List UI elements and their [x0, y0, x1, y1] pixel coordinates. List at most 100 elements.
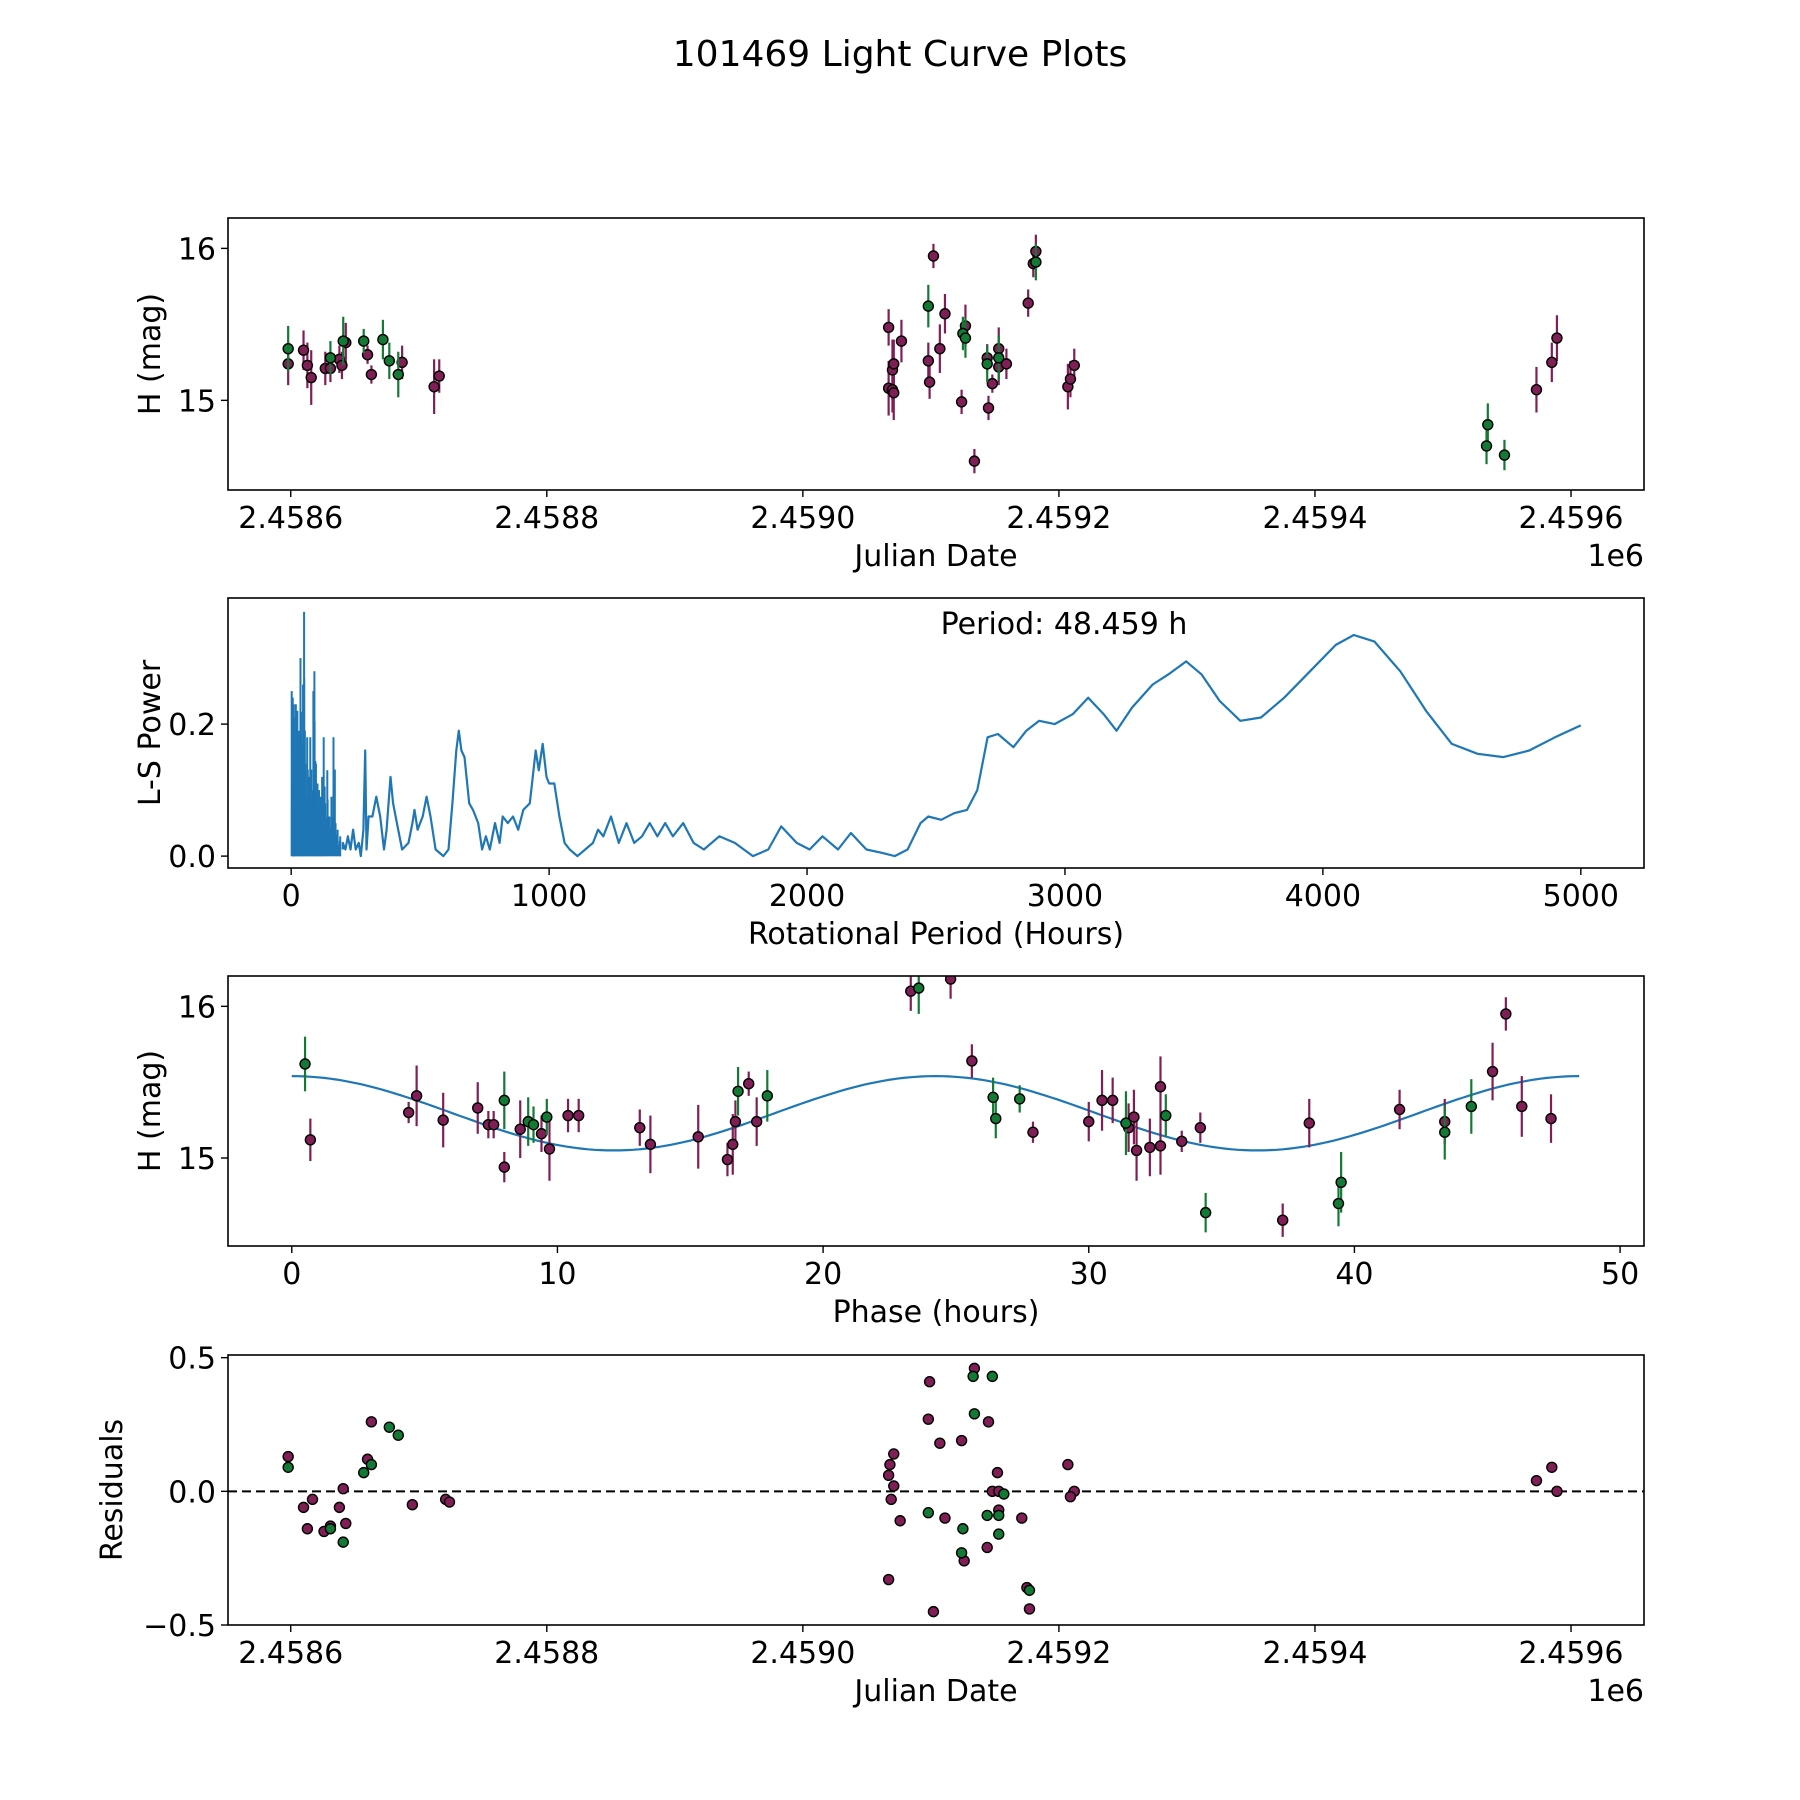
data-point [1000, 358, 1013, 370]
periodogram-line [341, 633, 1582, 858]
x-tick-label: 2000 [769, 879, 845, 914]
period-annotation: Period: 48.459 h [941, 607, 1188, 642]
data-point [1546, 356, 1558, 369]
data-point [1062, 1458, 1074, 1471]
data-point [882, 1573, 895, 1586]
data-point [981, 1541, 993, 1554]
data-point [340, 1517, 352, 1530]
x-axis-label: Rotational Period (Hours) [748, 917, 1124, 952]
data-point [727, 1138, 739, 1151]
data-point [888, 1448, 900, 1460]
data-point [358, 1466, 370, 1479]
y-tick-label: −0.5 [143, 1609, 216, 1644]
x-tick-label: 2.4590 [750, 501, 855, 536]
data-point [306, 1493, 319, 1506]
y-axis-label: L-S Power [133, 659, 168, 806]
data-point [392, 368, 404, 381]
data-point [1303, 1117, 1315, 1129]
data-point [1106, 1094, 1119, 1107]
data-point [939, 308, 951, 320]
data-point [337, 335, 349, 347]
data-point [543, 1143, 556, 1155]
data-point [301, 1523, 314, 1535]
data-point [301, 359, 314, 372]
data-point [514, 1123, 526, 1135]
data-point [282, 1461, 294, 1473]
data-point [396, 356, 408, 369]
series-band-2 [299, 976, 1478, 1233]
data-point [541, 1111, 553, 1123]
data-point [986, 377, 999, 390]
data-point [304, 1134, 317, 1146]
data-point [923, 376, 936, 388]
y-tick-label: 16 [178, 990, 216, 1025]
data-point [982, 1416, 995, 1428]
data-point [1498, 449, 1511, 461]
data-point [406, 1499, 419, 1511]
series-band-2 [282, 1370, 1036, 1596]
data-point [644, 1138, 657, 1151]
data-point [1154, 1081, 1167, 1093]
data-point [1551, 1485, 1563, 1498]
y-axis-label: Residuals [95, 1419, 130, 1561]
data-point [743, 1077, 755, 1090]
data-point [934, 342, 946, 355]
data-point [1546, 1461, 1558, 1473]
data-point [987, 1091, 999, 1104]
data-point [282, 1450, 294, 1463]
data-point [443, 1496, 456, 1508]
data-point [1120, 1117, 1132, 1129]
data-point [1023, 1603, 1036, 1615]
y-tick-label: 15 [178, 384, 216, 419]
data-point [1276, 1214, 1289, 1226]
data-point [968, 1408, 981, 1420]
data-point [527, 1118, 540, 1131]
x-tick-label: 2.4592 [1006, 501, 1111, 536]
y-axis-label: H (mag) [133, 293, 168, 415]
data-point [437, 1114, 449, 1126]
data-point [305, 371, 317, 384]
y-axis-label: H (mag) [133, 1050, 168, 1172]
data-point [934, 1437, 946, 1449]
data-point [1068, 359, 1080, 372]
x-axis-label: Phase (hours) [833, 1295, 1040, 1330]
data-point [955, 1434, 968, 1447]
axes-frame [227, 597, 1645, 869]
data-point [297, 344, 310, 356]
data-point [888, 1480, 900, 1492]
data-point [365, 1416, 378, 1428]
data-point [1064, 373, 1077, 385]
x-tick-label: 2.4596 [1519, 1636, 1624, 1671]
axes-frame [227, 975, 1645, 1247]
plot-area [299, 976, 1557, 1237]
x-offset-text: 1e6 [1587, 539, 1644, 574]
data-point [990, 1112, 1002, 1125]
data-point [1545, 1112, 1557, 1125]
x-tick-label: 2.4588 [494, 1636, 599, 1671]
x-tick-label: 2.4594 [1262, 501, 1367, 536]
axes-frame [227, 1354, 1645, 1626]
data-point [993, 1528, 1005, 1540]
x-tick-label: 5000 [1543, 879, 1619, 914]
data-point [885, 1493, 897, 1506]
data-point [922, 1507, 935, 1519]
data-point [1016, 1512, 1028, 1524]
data-point [299, 1058, 311, 1070]
x-tick-label: 2.4588 [494, 501, 599, 536]
data-point [535, 1128, 548, 1140]
data-point [939, 1512, 951, 1524]
model-curve [291, 1074, 1580, 1152]
data-point [1551, 332, 1563, 344]
data-point [1160, 1109, 1172, 1122]
data-point [750, 1115, 763, 1128]
data-point [1530, 1474, 1543, 1487]
figure-title: 101469 Light Curve Plots [673, 34, 1127, 75]
data-point [1530, 384, 1543, 396]
axes-frame [227, 217, 1645, 491]
data-point [1030, 256, 1042, 268]
data-point [993, 1509, 1005, 1522]
x-tick-label: 30 [1070, 1257, 1108, 1292]
data-point [562, 1109, 574, 1122]
data-point [888, 358, 900, 370]
